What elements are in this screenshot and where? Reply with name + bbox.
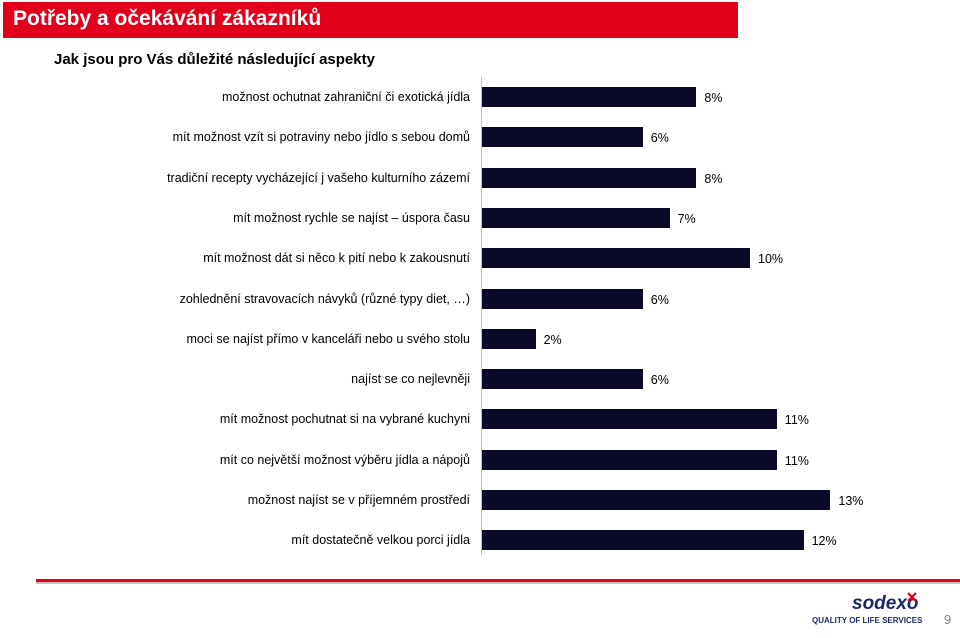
sodexo-logo: sodexo QUALITY OF LIFE SERVICES [812, 592, 923, 625]
data-label: 11% [784, 413, 809, 428]
category-label: možnost ochutnat zahraniční či exotická … [221, 90, 470, 104]
logo-wordmark: sodexo [852, 593, 919, 614]
data-label: 2% [543, 332, 562, 347]
logo-tagline: QUALITY OF LIFE SERVICES [812, 616, 923, 625]
data-label: 11% [784, 453, 809, 468]
category-label: mít co největší možnost výběru jídla a n… [219, 452, 470, 467]
category-label: najíst se co nejlevněji [351, 372, 470, 387]
bar [482, 248, 750, 269]
category-label: možnost najíst se v příjemném prostředí [247, 493, 470, 507]
title-bar: Potřeby a očekávání zákazníků [3, 2, 738, 38]
bar [482, 328, 536, 349]
category-label: moci se najíst přímo v kanceláři nebo u … [186, 331, 470, 346]
bar [482, 207, 670, 228]
category-label: tradiční recepty vycházející j vašeho ku… [167, 170, 470, 185]
bar [482, 87, 697, 107]
data-label: 10% [758, 252, 784, 267]
page-title: Potřeby a očekávání zákazníků [13, 7, 322, 30]
data-label: 8% [704, 171, 723, 186]
data-label: 12% [811, 534, 837, 549]
page-number: 9 [944, 612, 952, 627]
bar [482, 490, 831, 510]
bar [482, 369, 643, 390]
category-label: mít možnost pochutnat si na vybrané kuch… [219, 412, 470, 427]
data-label: 6% [650, 373, 669, 388]
data-label: 8% [704, 91, 723, 105]
bar [482, 167, 697, 188]
data-label: 6% [650, 131, 669, 146]
category-axis-line [481, 77, 482, 555]
data-label: 7% [677, 211, 696, 226]
bar [482, 288, 643, 309]
data-label: 13% [838, 494, 864, 508]
bar [482, 449, 777, 470]
bar [482, 127, 643, 148]
bar [482, 409, 777, 430]
data-label: 6% [650, 292, 669, 307]
category-label: zohlednění stravovacích návyků (různé ty… [179, 291, 470, 306]
category-label: mít možnost vzít si potraviny nebo jídlo… [172, 130, 470, 145]
footer-divider [36, 579, 960, 584]
category-label: mít možnost dát si něco k pití nebo k za… [203, 251, 470, 266]
category-label: mít dostatečně velkou porci jídla [291, 533, 470, 548]
chart-title: Jak jsou pro Vás důležité následující as… [54, 51, 375, 68]
category-label: mít možnost rychle se najíst – úspora ča… [233, 210, 470, 225]
logo-star-mark [907, 592, 917, 602]
bar [482, 530, 804, 551]
